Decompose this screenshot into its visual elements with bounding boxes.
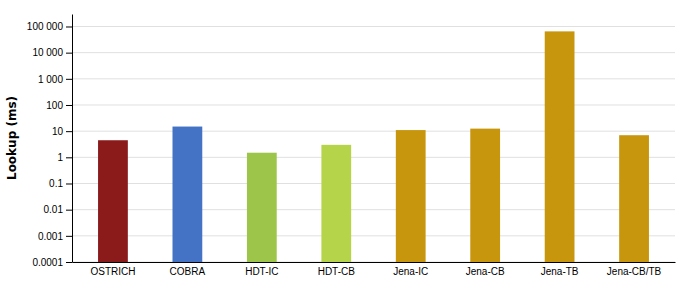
x-tick-label: Jena-CB (466, 266, 505, 277)
y-tick: 100 000 (27, 21, 72, 32)
y-tick: 100 (46, 100, 72, 111)
grid-line (72, 52, 675, 53)
y-tick-mark (66, 131, 72, 132)
grid-line (72, 26, 675, 27)
y-tick-mark (66, 210, 72, 211)
y-tick-label: 10 (52, 126, 64, 137)
y-tick: 0.1 (49, 178, 72, 189)
grid-line (72, 131, 675, 132)
x-tick-label: COBRA (170, 266, 206, 277)
y-tick-label: 0.001 (38, 231, 63, 242)
y-tick-label: 100 (46, 100, 63, 111)
chart: 0.0001 0.001 0.01 0.1 1 10 100 1 000 10 000 100 0… (0, 0, 691, 288)
bar (396, 130, 426, 262)
y-tick-mark (66, 79, 72, 80)
y-tick-mark (66, 53, 72, 54)
grid-line (72, 104, 675, 105)
y-tick-label: 1 000 (38, 74, 63, 85)
grid-line (72, 235, 675, 236)
y-tick: 0.01 (44, 204, 72, 215)
bar (470, 129, 500, 262)
bar (545, 31, 575, 262)
y-tick-label: 1 (57, 152, 63, 163)
y-tick-mark (66, 157, 72, 158)
grid-line (72, 183, 675, 184)
y-tick: 0.001 (38, 231, 72, 242)
y-axis: 0.0001 0.001 0.01 0.1 1 10 100 1 000 10 000 100 0… (27, 15, 73, 268)
x-axis: OSTRICH COBRA HDT-IC HDT-CB Jena-IC Jena-CB Je… (73, 263, 676, 278)
y-tick: 10 (52, 126, 72, 137)
y-tick-label: 10 000 (32, 47, 63, 58)
x-tick: Jena-CB (466, 266, 505, 277)
x-tick: Jena-TB (541, 266, 579, 277)
y-tick-label: 0.01 (44, 204, 64, 215)
x-tick-label: HDT-CB (318, 266, 356, 277)
x-tick-label: OSTRICH (90, 266, 135, 277)
y-tick-label: 0.0001 (32, 257, 63, 268)
bar (619, 135, 649, 262)
x-tick: OSTRICH (90, 266, 135, 277)
y-tick-mark (66, 26, 72, 27)
y-tick: 1 (57, 152, 72, 163)
y-tick: 10 000 (32, 47, 72, 58)
x-tick: HDT-IC (245, 266, 278, 277)
y-tick: 0.0001 (32, 257, 72, 268)
y-tick-mark (66, 183, 72, 184)
y-tick-mark (66, 236, 72, 237)
x-tick-label: Jena-TB (541, 266, 579, 277)
plot: 0.0001 0.001 0.01 0.1 1 10 100 1 000 10 000 100 0… (27, 15, 676, 278)
grid-line (72, 262, 675, 263)
y-tick-mark (66, 105, 72, 106)
bars (98, 31, 649, 262)
grid-line (72, 157, 675, 158)
bar (173, 127, 203, 262)
x-tick: COBRA (170, 266, 206, 277)
x-tick-label: Jena-CB/TB (607, 266, 662, 277)
y-tick-label: 0.1 (49, 178, 63, 189)
x-tick: Jena-IC (393, 266, 428, 277)
bar (321, 145, 351, 262)
grid-line (72, 78, 675, 79)
y-tick-label: 100 000 (27, 21, 64, 32)
grid (72, 26, 675, 262)
x-tick-label: Jena-IC (393, 266, 428, 277)
y-axis-line (72, 15, 73, 263)
y-tick-mark (66, 262, 72, 263)
x-tick: HDT-CB (318, 266, 356, 277)
grid-line (72, 209, 675, 210)
x-axis-line (73, 262, 676, 263)
y-axis-title: Lookup (ms) (5, 96, 19, 180)
bar (98, 140, 128, 262)
bar (247, 153, 277, 262)
x-tick-label: HDT-IC (245, 266, 278, 277)
x-tick: Jena-CB/TB (607, 266, 662, 277)
y-tick: 1 000 (38, 74, 72, 85)
